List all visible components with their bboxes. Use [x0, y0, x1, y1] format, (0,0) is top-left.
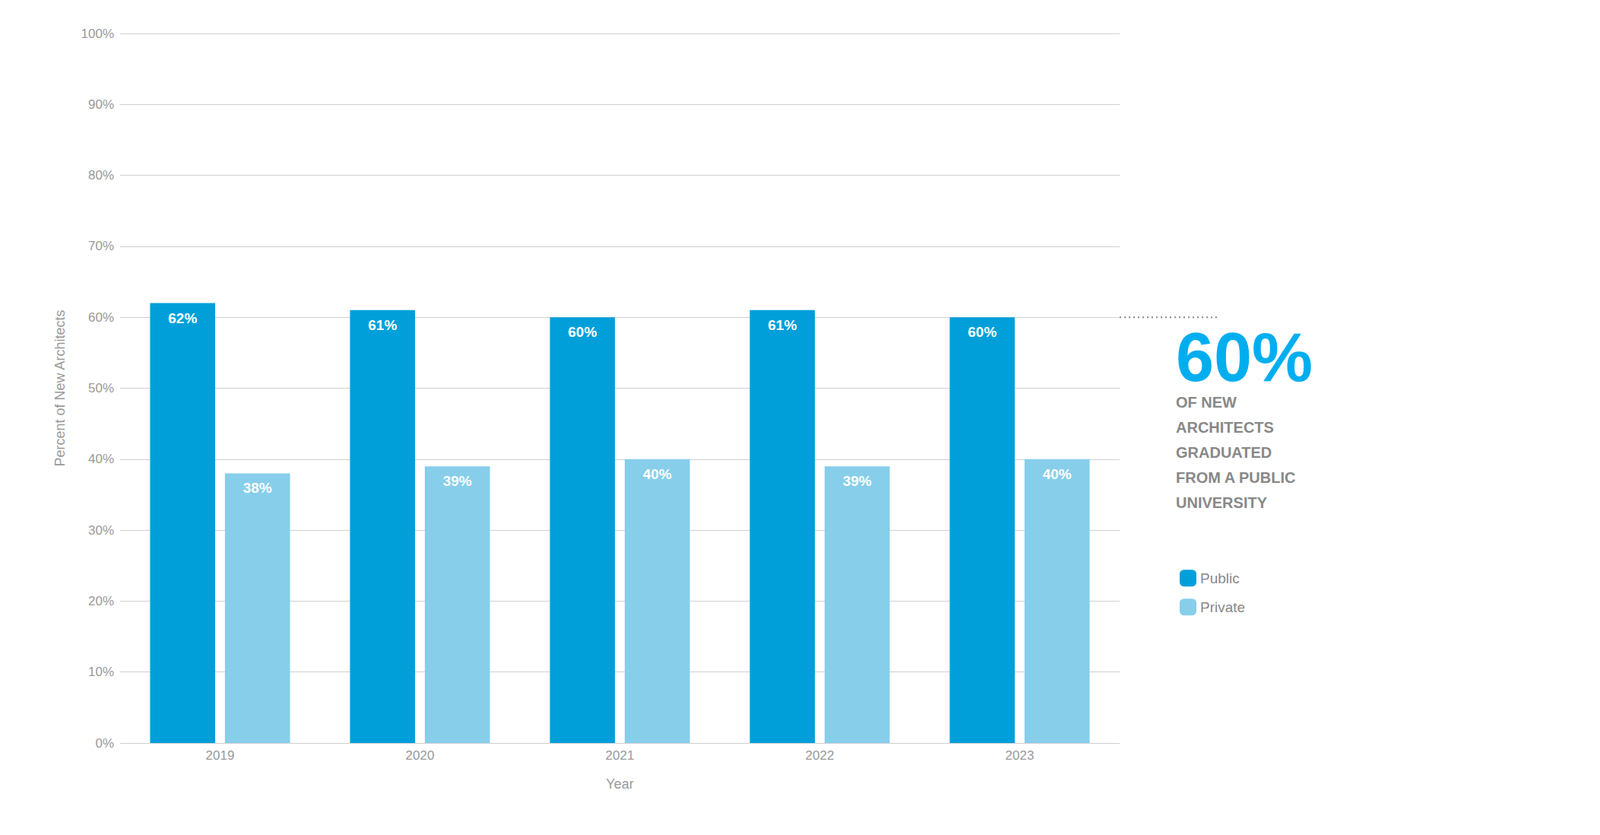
svg-text:GRADUATED: GRADUATED — [1175, 443, 1272, 461]
svg-text:2022: 2022 — [805, 747, 835, 763]
svg-text:2021: 2021 — [605, 747, 635, 763]
svg-text:2020: 2020 — [405, 747, 435, 763]
svg-text:Percent of New Architects: Percent of New Architects — [52, 309, 68, 466]
svg-text:39%: 39% — [842, 472, 872, 489]
svg-text:FROM A PUBLIC: FROM A PUBLIC — [1175, 468, 1296, 486]
svg-text:UNIVERSITY: UNIVERSITY — [1175, 494, 1268, 511]
svg-text:2019: 2019 — [205, 747, 235, 763]
svg-text:Private: Private — [1200, 598, 1246, 615]
svg-text:30%: 30% — [88, 522, 115, 538]
svg-text:60%: 60% — [567, 323, 597, 340]
svg-text:90%: 90% — [88, 97, 115, 112]
svg-text:60%: 60% — [967, 323, 997, 340]
svg-text:60%: 60% — [88, 310, 115, 325]
svg-text:38%: 38% — [243, 479, 273, 496]
svg-text:40%: 40% — [88, 451, 115, 466]
svg-text:100%: 100% — [81, 26, 115, 42]
svg-text:10%: 10% — [88, 664, 115, 679]
svg-text:Year: Year — [605, 776, 634, 792]
svg-text:80%: 80% — [88, 167, 115, 183]
svg-text:61%: 61% — [767, 316, 797, 333]
svg-text:20%: 20% — [88, 593, 115, 609]
svg-text:Public: Public — [1200, 570, 1240, 587]
svg-text:2023: 2023 — [1005, 747, 1035, 763]
svg-text:61%: 61% — [367, 316, 397, 333]
svg-text:0%: 0% — [95, 735, 115, 751]
svg-text:40%: 40% — [1042, 465, 1072, 482]
svg-text:OF NEW: OF NEW — [1175, 393, 1237, 411]
svg-text:60%: 60% — [1175, 319, 1313, 396]
svg-text:50%: 50% — [88, 380, 115, 396]
svg-text:40%: 40% — [643, 465, 672, 482]
svg-text:39%: 39% — [443, 472, 473, 489]
svg-text:70%: 70% — [88, 238, 115, 254]
svg-text:ARCHITECTS: ARCHITECTS — [1175, 418, 1274, 436]
svg-text:62%: 62% — [167, 310, 197, 327]
